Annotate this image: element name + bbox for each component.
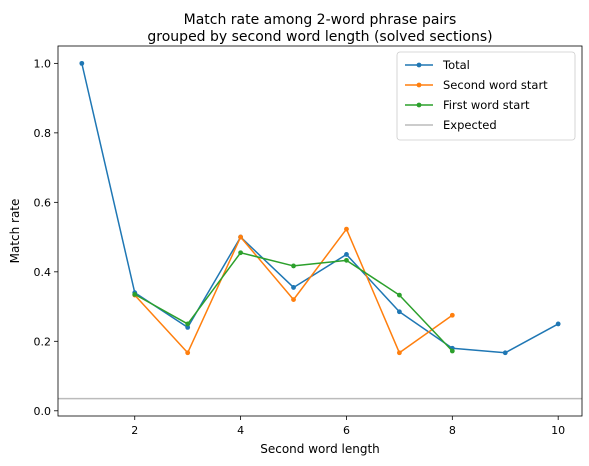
data-point-total (397, 309, 402, 314)
data-point-first-word-start (344, 258, 349, 263)
legend-label-total: Total (442, 58, 470, 72)
x-axis-label: Second word length (260, 442, 380, 456)
chart-title-line1: Match rate among 2-word phrase pairs (184, 12, 457, 28)
y-axis-ticks: 0.0 0.2 0.4 0.6 0.8 1.0 (34, 57, 59, 417)
series-line-second-word-start (135, 229, 453, 353)
legend: Total Second word start First word start Ex… (397, 52, 575, 140)
data-point-second-word-start (397, 350, 402, 355)
data-point-second-word-start (185, 350, 190, 355)
y-tick-label: 0.4 (34, 266, 52, 279)
data-point-second-word-start (238, 235, 243, 240)
x-tick-label: 2 (131, 424, 138, 437)
legend-label-first-word-start: First word start (443, 98, 530, 112)
data-point-first-word-start (291, 264, 296, 269)
y-tick-label: 0.8 (34, 127, 52, 140)
y-tick-label: 0.2 (34, 335, 52, 348)
y-tick-label: 0.0 (34, 405, 52, 418)
data-point-total (503, 350, 508, 355)
data-point-second-word-start (291, 297, 296, 302)
data-point-first-word-start (132, 292, 137, 297)
x-tick-label: 6 (343, 424, 350, 437)
legend-marker-first-word-start (417, 103, 422, 108)
data-point-total (291, 285, 296, 290)
data-point-total (79, 61, 84, 66)
legend-label-expected: Expected (443, 118, 497, 132)
data-point-total (556, 322, 561, 327)
y-tick-label: 1.0 (34, 57, 52, 70)
data-point-first-word-start (450, 349, 455, 354)
data-point-first-word-start (238, 250, 243, 255)
y-tick-label: 0.6 (34, 196, 52, 209)
data-point-total (344, 252, 349, 257)
legend-marker-second-word-start (417, 83, 422, 88)
data-point-second-word-start (450, 313, 455, 318)
legend-marker-total (417, 63, 422, 68)
x-tick-label: 4 (237, 424, 244, 437)
y-axis-label: Match rate (8, 199, 22, 264)
x-tick-label: 10 (551, 424, 565, 437)
x-axis-ticks: 2 4 6 8 10 (131, 416, 565, 437)
legend-label-second-word-start: Second word start (443, 78, 548, 92)
data-point-first-word-start (397, 293, 402, 298)
x-tick-label: 8 (449, 424, 456, 437)
chart-title-line2: grouped by second word length (solved se… (147, 29, 492, 45)
data-point-second-word-start (344, 227, 349, 232)
data-point-first-word-start (185, 322, 190, 327)
